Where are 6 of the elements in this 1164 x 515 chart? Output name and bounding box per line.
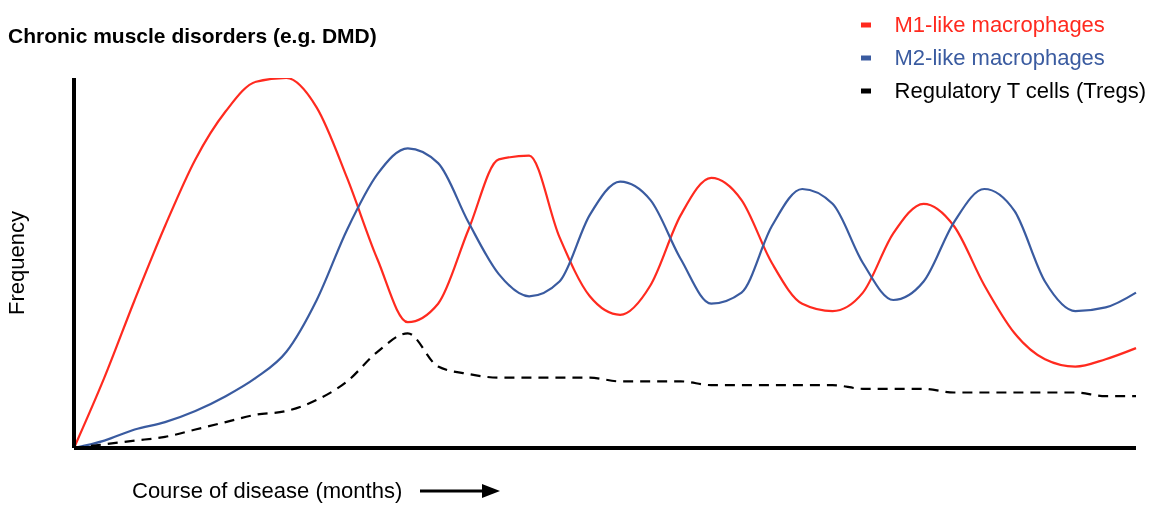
y-axis-title: Frequency <box>3 211 29 315</box>
legend-label: M2-like macrophages <box>894 44 1105 71</box>
legend-label: M1-like macrophages <box>894 11 1105 38</box>
legend-label: Regulatory T cells (Tregs) <box>894 77 1146 104</box>
chart-title: Chronic muscle disorders (e.g. DMD) <box>8 24 377 48</box>
x-axis-title: Course of disease (months) <box>132 478 403 504</box>
